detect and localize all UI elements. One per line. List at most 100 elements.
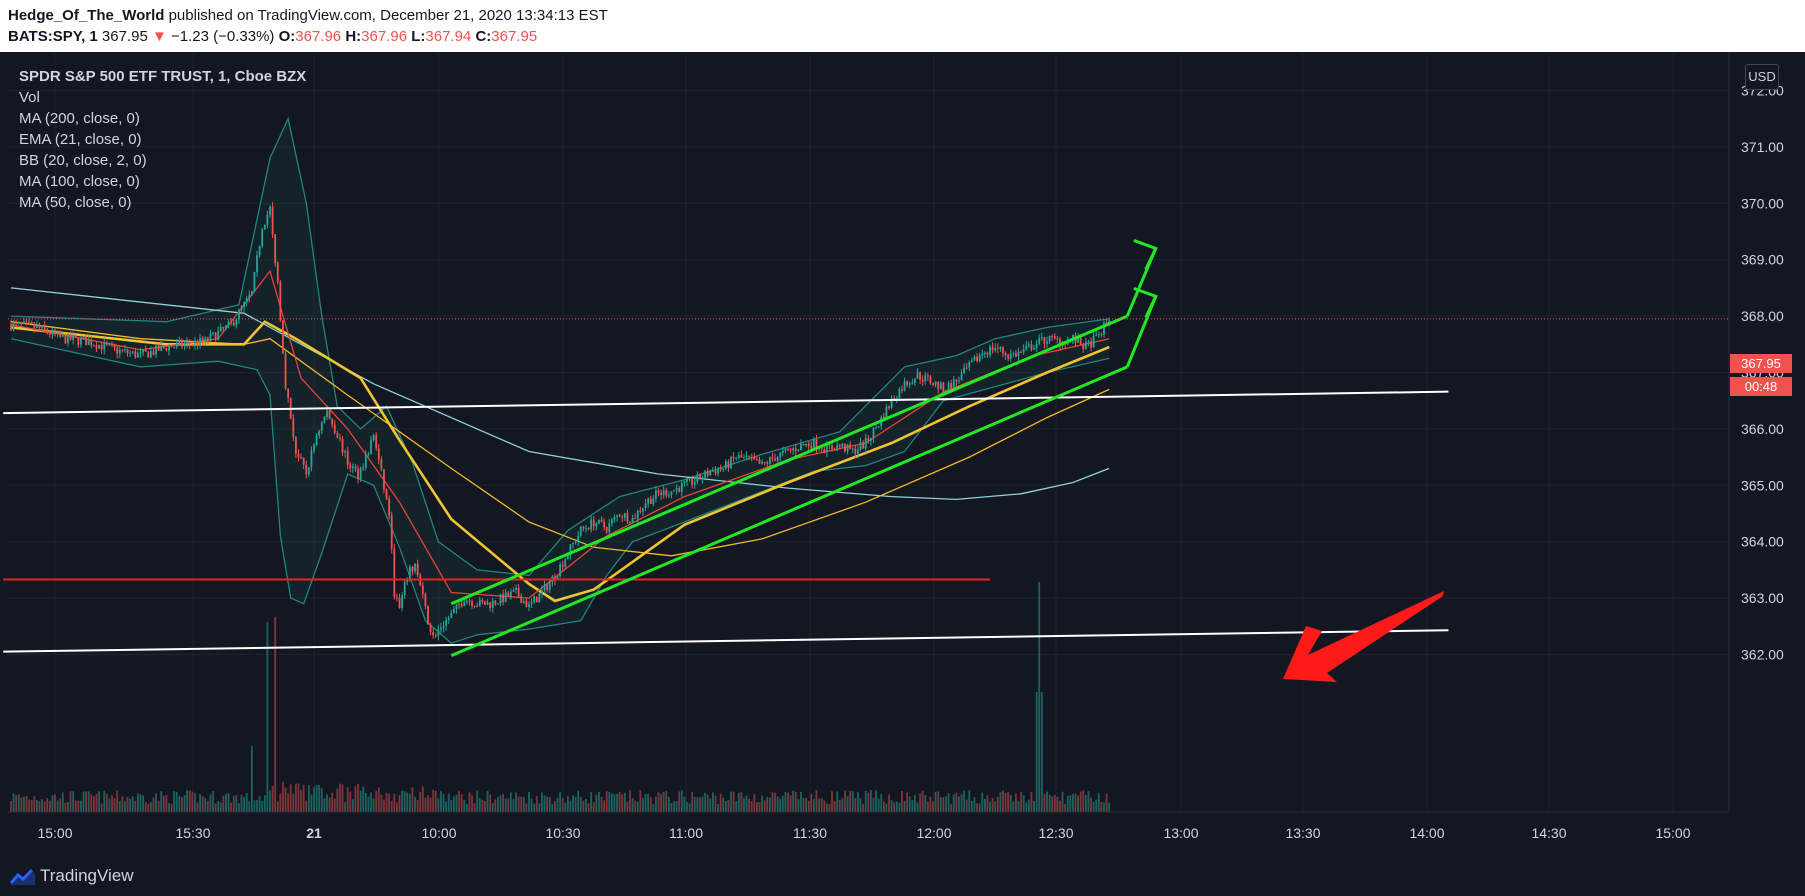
candle-body <box>1040 337 1043 339</box>
volume-bar <box>131 796 134 812</box>
volume-bar <box>882 801 885 812</box>
volume-bar <box>494 799 497 812</box>
candle-body <box>991 346 994 351</box>
candle-body <box>1108 320 1111 323</box>
candle-body <box>512 590 515 592</box>
volume-bar <box>1103 802 1105 812</box>
tradingview-logo-icon[interactable] <box>10 868 36 886</box>
volume-bar <box>108 798 111 812</box>
time-tick-label: 12:30 <box>1038 825 1073 841</box>
candle-body <box>675 488 678 491</box>
candle-body <box>541 590 543 594</box>
change-text: −1.23 (−0.33%) <box>171 28 275 45</box>
candle-body <box>815 438 818 449</box>
volume-bar <box>17 794 20 812</box>
candle-body <box>598 519 600 524</box>
price-chart[interactable]: 372.00371.00370.00369.00368.00367.00366.… <box>0 52 1805 858</box>
candle-body <box>442 626 445 628</box>
candle-body <box>310 450 313 468</box>
candle-body <box>1025 345 1028 349</box>
candle-body <box>926 375 929 377</box>
volume-bar <box>455 794 458 812</box>
candle-body <box>1100 334 1103 336</box>
candle-body <box>634 518 637 520</box>
currency-button[interactable]: USD <box>1745 64 1779 90</box>
candle-body <box>546 584 549 591</box>
candle-body <box>1043 337 1046 344</box>
price-axis[interactable]: 372.00371.00370.00369.00368.00367.00366.… <box>1741 83 1784 663</box>
candle-body <box>248 295 251 299</box>
legend-item-vol[interactable]: Vol <box>19 89 40 106</box>
legend-item-bb[interactable]: BB (20, close, 2, 0) <box>19 152 147 169</box>
candle-body <box>256 255 258 273</box>
volume-bar <box>890 800 893 812</box>
candle-body <box>424 593 427 606</box>
candle-body <box>662 490 665 496</box>
volume-bar <box>763 800 766 812</box>
volume-bar <box>970 800 973 812</box>
candle-body <box>543 584 546 591</box>
legend-item-ma100[interactable]: MA (100, close, 0) <box>19 173 140 190</box>
volume-bar <box>963 790 966 812</box>
volume-bar <box>201 796 204 812</box>
symbol-label: BATS:SPY, 1 <box>8 28 98 45</box>
volume-bar <box>339 783 341 812</box>
legend-item-ema21[interactable]: EMA (21, close, 0) <box>19 131 142 148</box>
candle-body <box>649 498 652 504</box>
legend-item-ma200[interactable]: MA (200, close, 0) <box>19 110 140 127</box>
time-axis[interactable]: 15:00 15:30 21 10:00 10:30 11:00 11:30 12:00 12:… <box>37 825 1690 841</box>
volume-bar <box>442 794 445 812</box>
candle-body <box>1048 335 1051 342</box>
candle-body <box>173 346 176 348</box>
volume-bar <box>1074 793 1077 812</box>
volume-bar <box>595 794 598 812</box>
candle-body <box>351 466 354 469</box>
volume-bar <box>846 796 849 812</box>
volume-bar <box>701 796 704 812</box>
candle-body <box>209 334 212 341</box>
candle-body <box>719 469 722 471</box>
candle-body <box>72 335 75 340</box>
publish-header: Hedge_Of_The_World published on TradingV… <box>0 0 1805 52</box>
volume-bar <box>598 791 600 812</box>
candle-body <box>328 410 331 419</box>
candle-body <box>124 349 126 351</box>
candle-body <box>623 513 626 518</box>
volume-bar <box>952 794 955 812</box>
volume-bar <box>175 792 178 812</box>
volume-bar <box>937 791 940 812</box>
volume-bar <box>507 798 510 812</box>
legend-item-ma50[interactable]: MA (50, close, 0) <box>19 194 132 211</box>
volume-bar <box>548 796 551 812</box>
candle-body <box>326 410 328 417</box>
time-tick-label: 21 <box>306 825 322 841</box>
tradingview-brand[interactable]: TradingView <box>40 866 134 885</box>
volume-bar <box>1015 793 1017 812</box>
candle-body <box>440 627 442 630</box>
candle-body <box>38 325 41 328</box>
candle-body <box>25 321 28 323</box>
volume-bar <box>859 798 862 812</box>
volume-bar <box>989 801 991 812</box>
candle-body <box>1095 334 1098 336</box>
volume-bar <box>1043 794 1046 812</box>
volume-bar <box>572 795 574 812</box>
candle-body <box>680 482 683 493</box>
volume-bar <box>657 792 660 812</box>
candle-body <box>955 379 958 382</box>
volume-bar <box>212 791 214 812</box>
price-tick-label: 365.00 <box>1741 477 1784 493</box>
volume-bar <box>1095 799 1098 812</box>
volume-bar <box>520 796 523 812</box>
candle-body <box>717 469 719 474</box>
volume-bar <box>1012 801 1015 812</box>
volume-bar <box>155 793 157 812</box>
candle-body <box>460 604 463 606</box>
volume-bar <box>761 795 763 812</box>
legend-item-symbol[interactable]: SPDR S&P 500 ETF TRUST, 1, Cboe BZX <box>19 68 307 85</box>
author-name[interactable]: Hedge_Of_The_World <box>8 7 165 24</box>
volume-bar <box>116 790 119 812</box>
volume-bar <box>828 803 831 812</box>
channel-upper-line <box>450 314 1128 606</box>
candle-body <box>341 439 344 453</box>
